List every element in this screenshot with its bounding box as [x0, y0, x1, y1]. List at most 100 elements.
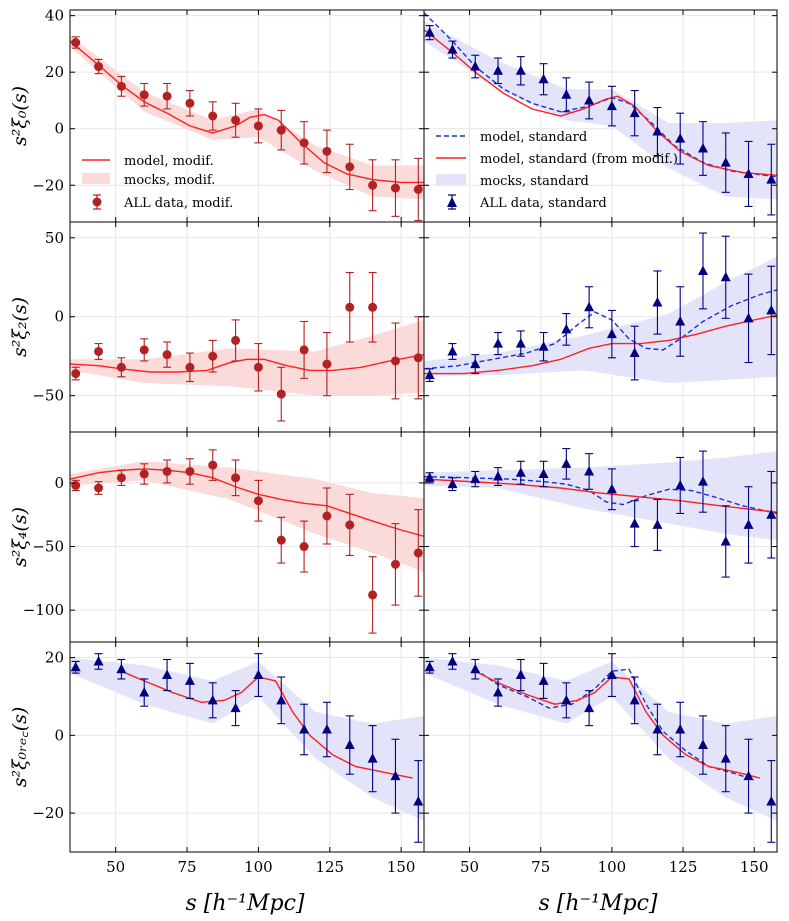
data-point	[345, 520, 355, 530]
mocks-band	[70, 35, 424, 200]
data-point	[368, 302, 378, 312]
data-point	[743, 519, 754, 529]
data-point	[606, 100, 617, 111]
data-point	[675, 133, 686, 143]
y-axis-label: s²ξ₀ᵣₑ꜀(s)	[9, 707, 31, 788]
data-point	[447, 44, 458, 54]
data-point	[652, 724, 663, 734]
data-point	[697, 739, 708, 750]
data-point	[447, 478, 458, 489]
data-point	[184, 675, 195, 685]
y-tick-label: 0	[54, 308, 64, 326]
x-tick-label: 75	[178, 858, 197, 876]
panel-frame	[69, 221, 425, 433]
data-point	[208, 111, 218, 121]
legend-swatch-mocks-modif	[82, 173, 110, 184]
panel-2-1	[423, 431, 778, 643]
data-point	[493, 471, 504, 481]
legend-label-data-standard: ALL data, standard	[479, 196, 607, 211]
data-point	[720, 271, 731, 282]
model-line	[70, 468, 424, 538]
data-point	[515, 338, 526, 348]
data-point	[390, 356, 400, 366]
data-point	[322, 359, 332, 369]
x-axis-label-right: s [h⁻¹Mpc]	[539, 891, 658, 916]
data-point	[70, 661, 81, 672]
data-point	[652, 126, 663, 136]
data-point	[162, 91, 172, 101]
x-tick-label: 100	[244, 858, 273, 876]
data-point	[321, 724, 332, 734]
data-point	[743, 312, 754, 323]
data-point	[538, 675, 549, 685]
data-point	[93, 655, 104, 666]
data-point	[368, 590, 378, 600]
mocks-band	[70, 319, 424, 396]
data-point	[584, 94, 595, 105]
mocks-band	[424, 451, 777, 541]
data-point	[345, 162, 355, 172]
data-point	[185, 362, 195, 372]
legend-label-model-standard: model, standard	[480, 130, 587, 145]
model-line	[474, 670, 761, 779]
data-point	[94, 62, 104, 72]
data-point	[424, 27, 435, 37]
data-point	[94, 346, 104, 356]
data-point	[561, 323, 572, 334]
data-point	[322, 511, 332, 521]
data-point	[766, 304, 777, 315]
x-tick-label: 125	[669, 858, 698, 876]
panel-1-1	[423, 221, 778, 433]
data-point	[253, 362, 263, 372]
data-point	[606, 483, 617, 494]
data-point	[470, 663, 481, 674]
legend-label-model-standard-from-modif: model, standard (from modif.)	[480, 152, 678, 167]
data-point	[231, 473, 241, 483]
data-point	[185, 98, 195, 108]
data-point	[299, 542, 309, 552]
mocks-band	[70, 461, 424, 572]
data-point	[584, 702, 595, 713]
data-point	[606, 328, 617, 339]
model-line	[424, 29, 777, 177]
legend-swatch-data-modif	[92, 194, 102, 210]
data-point	[162, 466, 172, 476]
legend-label-mocks-modif: mocks, modif.	[124, 173, 215, 188]
data-point	[629, 518, 640, 528]
data-point	[208, 460, 218, 470]
data-point	[413, 548, 423, 558]
data-point	[390, 770, 401, 781]
data-point	[493, 687, 504, 697]
data-point	[720, 157, 731, 167]
y-tick-label: 20	[45, 649, 64, 667]
data-point	[447, 655, 458, 666]
model-line	[70, 353, 424, 373]
data-point	[766, 509, 777, 519]
data-point	[276, 125, 286, 135]
data-point	[116, 81, 126, 91]
data-point	[629, 694, 640, 705]
data-point	[720, 753, 731, 763]
legend-label-model-modif: model, modif.	[124, 154, 214, 169]
mocks-band	[424, 21, 777, 200]
panel-0-1	[423, 9, 778, 223]
legend-label-mocks-standard: mocks, standard	[480, 174, 589, 189]
x-tick-label: 50	[460, 858, 479, 876]
panel-0-0: 40 20 0 −20 s²ξ₀(s)	[9, 7, 425, 223]
mocks-band	[424, 256, 777, 384]
data-point	[561, 458, 572, 468]
data-point	[766, 795, 777, 806]
data-point	[515, 669, 526, 680]
data-point	[71, 480, 81, 490]
data-point	[185, 466, 195, 476]
data-point	[322, 146, 332, 156]
data-point	[538, 73, 549, 84]
data-point	[276, 535, 286, 545]
y-tick-label: −50	[32, 538, 64, 556]
data-point	[561, 694, 572, 705]
data-point	[697, 476, 708, 486]
data-point	[743, 168, 754, 178]
y-tick-label: 40	[45, 7, 64, 25]
data-point	[675, 724, 686, 734]
data-point	[253, 669, 264, 680]
